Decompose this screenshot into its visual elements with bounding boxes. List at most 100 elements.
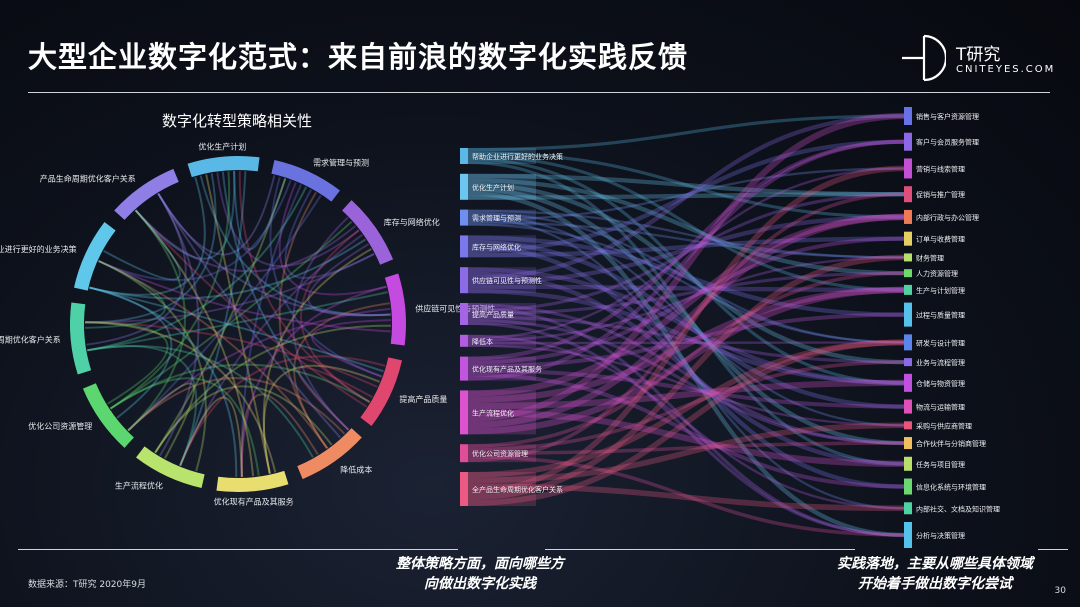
chord-ribbon-26	[109, 220, 353, 410]
chord-ribbon-18	[87, 186, 308, 352]
caption-left-line2: 向做出数字化实践	[424, 576, 536, 592]
sankey-source-label-3: 库存与网络优化	[472, 242, 521, 251]
chord-ribbon-62	[127, 209, 186, 432]
sankey-link-43	[467, 312, 905, 369]
sankey-link-7	[467, 182, 905, 365]
chord-ribbon-6	[179, 171, 247, 467]
sankey-link-38	[467, 256, 905, 342]
chord-ribbon-2	[199, 175, 391, 317]
sankey-link-59	[467, 339, 905, 478]
sankey-source-label-10: 全产品生命周期优化客户关系	[472, 485, 563, 494]
chord-arc-1	[271, 159, 340, 202]
sankey-link-20	[467, 244, 905, 489]
chord-arc-4	[360, 357, 403, 426]
chord-ribbon-44	[134, 209, 368, 408]
sankey-link-61	[467, 483, 905, 512]
logo-subtext: CNITEYES.COM	[956, 64, 1056, 75]
sankey-source-label-6: 降低本	[472, 337, 493, 346]
sankey-link-12	[467, 211, 905, 344]
sankey-source-label-9: 优化公司资源管理	[472, 449, 528, 458]
page-number: 30	[1054, 586, 1066, 596]
chord-ribbon-13	[269, 176, 383, 378]
sankey-link-16	[467, 221, 905, 259]
chord-ribbon-50	[157, 192, 342, 439]
sankey-link-64	[467, 339, 905, 507]
sankey-link-4	[467, 160, 905, 466]
chord-ribbon-3	[238, 170, 371, 403]
chord-ribbon-20	[157, 175, 276, 256]
sankey-link-35	[467, 321, 905, 537]
sankey-source-node-7	[460, 356, 468, 381]
chord-arc-7	[136, 446, 205, 489]
sankey-link-39	[467, 341, 905, 345]
chord-ribbon-41	[109, 363, 371, 410]
chord-ribbon-47	[127, 377, 346, 435]
sankey-target-node-17	[904, 478, 912, 495]
sankey-target-label-8: 生产与计划管理	[916, 286, 965, 295]
sankey-source-node-10	[460, 472, 468, 506]
chord-ribbon-60	[84, 321, 169, 405]
sankey-source-label-bg-10	[468, 472, 536, 506]
sankey-link-11	[467, 209, 905, 259]
sankey-source-label-bg-8	[468, 390, 536, 435]
chord-ribbon-15	[240, 184, 302, 477]
sankey-target-label-2: 营销与线索管理	[916, 164, 965, 173]
sankey-link-55	[467, 360, 905, 452]
chord-ribbon-9	[89, 176, 206, 296]
sankey-link-44	[467, 368, 905, 409]
chord-ribbon-32	[240, 285, 387, 477]
chord-label-5: 降低成本	[340, 465, 372, 475]
sankey-link-3	[467, 157, 905, 385]
header-divider	[28, 92, 1050, 93]
sankey-link-40	[467, 344, 905, 427]
sankey-link-29	[467, 302, 905, 445]
chord-ribbon-42	[84, 321, 378, 388]
chord-ribbon-14	[278, 191, 329, 449]
chord-label-11: 产品生命周期优化客户关系	[40, 173, 136, 183]
chord-label-4: 提高产品质量	[399, 394, 447, 404]
sankey-source-label-bg-9	[468, 444, 536, 463]
sankey-link-15	[467, 167, 905, 222]
chord-ribbon-1	[216, 172, 360, 268]
sankey-link-33	[467, 315, 905, 364]
sankey-link-10	[467, 192, 905, 200]
sankey-link-63	[467, 254, 905, 501]
sankey-source-label-0: 帮助企业进行更好的业务决策	[472, 152, 563, 161]
chord-ribbon-21	[307, 243, 391, 317]
chord-ribbon-59	[157, 192, 200, 457]
sankey-target-label-7: 人力资源管理	[916, 269, 958, 278]
sankey-target-node-0	[904, 107, 912, 125]
sankey-link-58	[467, 192, 905, 463]
sankey-target-node-9	[904, 302, 912, 327]
sankey-source-node-0	[460, 148, 468, 164]
sankey-target-label-11: 业务与流程管理	[916, 358, 965, 367]
sankey-target-label-18: 内部社交、文档及知识管理	[916, 504, 1000, 513]
sankey-target-node-15	[904, 437, 912, 450]
sankey-link-32	[467, 271, 905, 316]
sankey-target-label-17: 信息化系统与环境管理	[916, 483, 986, 492]
sankey-target-label-10: 研发与设计管理	[916, 338, 965, 347]
chord-arc-11	[114, 168, 179, 220]
sankey-source-label-1: 优化生产计划	[472, 183, 514, 192]
chord-ribbon-39	[262, 364, 381, 474]
chord-ribbon-10	[134, 171, 236, 260]
sankey-target-label-16: 任务与项目管理	[916, 460, 965, 469]
sankey-source-node-5	[460, 303, 468, 325]
sankey-link-42	[467, 236, 905, 365]
caption-right: 实践落地，主要从哪些具体领域 开始着手做出数字化尝试	[815, 554, 1055, 594]
sankey-link-31	[467, 192, 905, 313]
data-source: 数据来源：T研究 2020年9月	[28, 580, 146, 590]
chord-arc-9	[70, 302, 92, 375]
sankey-link-22	[467, 236, 905, 258]
sankey-link-60	[467, 422, 905, 484]
sankey-target-label-14: 采购与供应商管理	[916, 421, 972, 430]
sankey-source-node-6	[460, 334, 468, 347]
sankey-link-34	[467, 318, 905, 445]
chord-label-3: 供应链可见性与预测性	[415, 303, 495, 313]
chord-ribbon-0	[233, 171, 287, 251]
chord-ribbon-52	[109, 377, 260, 476]
chord-label-7: 生产流程优化	[115, 480, 163, 490]
chord-ribbon-43	[89, 286, 384, 373]
sankey-link-52	[467, 213, 905, 429]
footer-divider-right	[1038, 549, 1068, 550]
